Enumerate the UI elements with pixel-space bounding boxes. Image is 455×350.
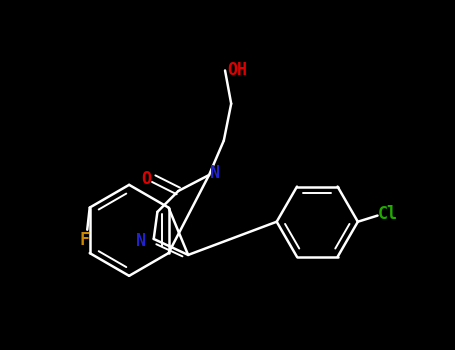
Text: Cl: Cl [377,205,397,223]
Text: OH: OH [228,62,248,79]
Text: N: N [136,232,147,250]
Text: F: F [80,231,90,248]
Text: N: N [210,163,220,182]
Text: O: O [141,170,151,188]
